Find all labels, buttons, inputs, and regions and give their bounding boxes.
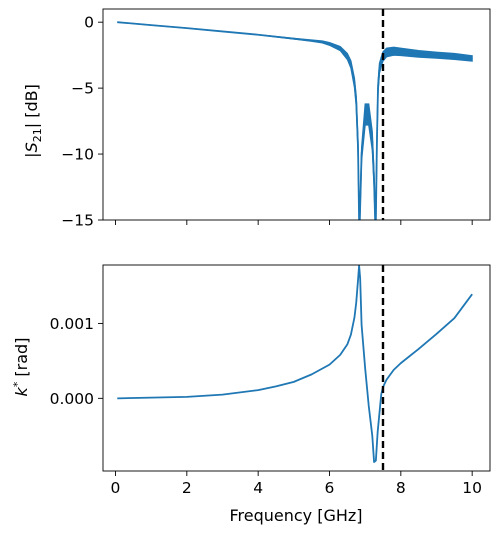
series-line-0-0: [117, 21, 473, 220]
x-tick-label: 2: [182, 479, 192, 497]
top-ylabel-sub: 21: [31, 128, 44, 142]
x-tick-label: 6: [325, 479, 335, 497]
top-ylabel-post: | [dB]: [22, 84, 41, 128]
x-tick-label: 10: [462, 479, 482, 497]
bottom-panel: 0 2 4 6 8 10 0.000 0.001 k* [rad] Frequency [G…: [11, 264, 491, 525]
x-axis-label: Frequency [GHz]: [229, 506, 362, 525]
top-x-ticks: [115, 220, 473, 225]
top-ylabel-main: S: [22, 142, 41, 152]
bottom-x-ticks: 0 2 4 6 8 10: [111, 471, 482, 497]
top-ylabel-pre: |: [22, 152, 41, 157]
bottom-ylabel-sup: *: [11, 381, 24, 387]
x-tick-label: 4: [253, 479, 263, 497]
y-tick-label: 0.001: [50, 315, 94, 333]
bottom-y-axis-label: k* [rad]: [11, 338, 31, 397]
y-tick-label: −10: [61, 146, 94, 164]
bottom-ylabel-main: k: [12, 386, 31, 396]
top-y-ticks: 0 −5 −10 −15: [61, 14, 103, 230]
bottom-ylabel-post: [rad]: [12, 338, 31, 382]
x-tick-label: 8: [396, 479, 406, 497]
series-band-0-0: [117, 21, 473, 220]
x-tick-label: 0: [111, 479, 121, 497]
y-tick-label: −15: [61, 212, 94, 230]
series-line-1-0: [117, 265, 473, 463]
top-y-axis-label: |S21| [dB]: [22, 84, 44, 158]
y-tick-label: −5: [71, 80, 94, 98]
bottom-axes-frame: [102, 264, 491, 472]
bottom-y-ticks: 0.000 0.001: [50, 315, 103, 408]
top-panel: 0 −5 −10 −15 |S21| [dB]: [22, 8, 491, 230]
y-tick-label: 0.000: [50, 390, 94, 408]
y-tick-label: 0: [84, 14, 94, 32]
top-axes-frame: [102, 8, 491, 221]
